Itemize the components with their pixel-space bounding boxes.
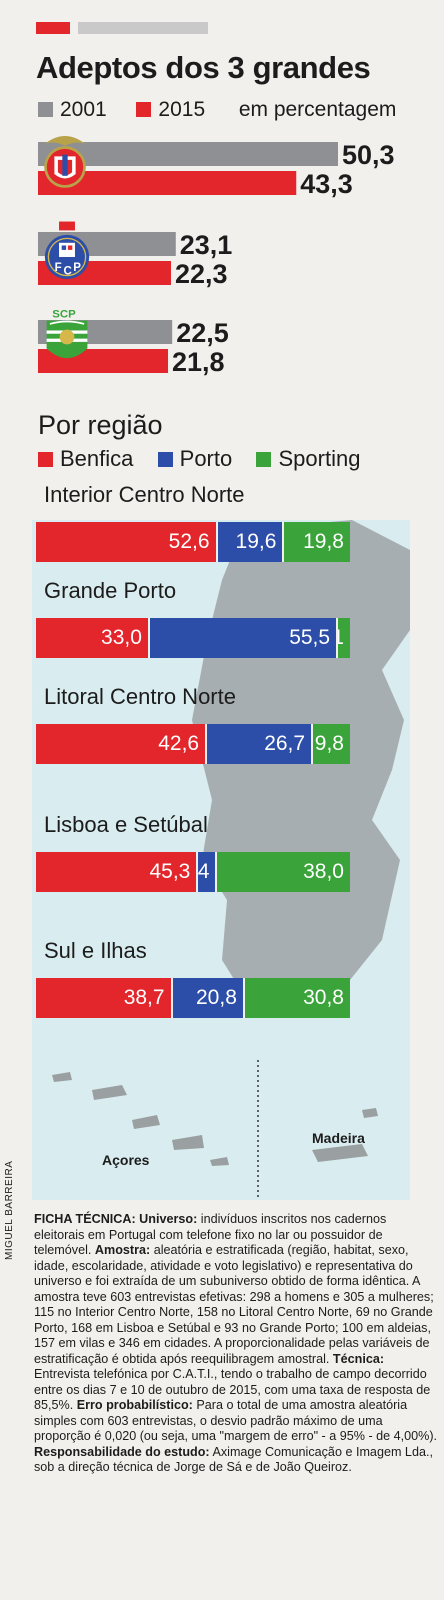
region-label: Sul e Ilhas	[44, 938, 147, 963]
region-stacked-bar: 52,6 19,6 19,8	[36, 522, 350, 562]
segment-porto: 19,6	[215, 522, 283, 562]
legend-sporting-swatch	[256, 452, 272, 467]
segment-benfica: 42,6	[36, 724, 206, 764]
segment-sporting: 19,8	[282, 522, 350, 562]
porto-crest-icon: F C P	[44, 221, 90, 280]
legend-2001-swatch	[38, 102, 53, 117]
legend-2015-swatch	[136, 102, 152, 117]
region-title: Por região	[38, 410, 163, 440]
fonte-heading: Responsabilidade do estudo:	[34, 1444, 210, 1459]
region-stacked-bar: 45,35,438,0	[36, 852, 350, 892]
svg-text:SCP: SCP	[52, 308, 76, 320]
legend-clubs: Benfica Porto Sporting	[38, 446, 360, 472]
segment-sporting: 38,0	[215, 852, 350, 892]
fonte-text: Aximage Comunicação e Imagem Lda., sob a…	[34, 1444, 433, 1475]
segment-benfica: 52,6	[36, 522, 216, 562]
value-label-porto-2015: 22,3	[175, 259, 228, 289]
segment-porto: 20,8	[170, 978, 243, 1018]
photo-credit: MIGUEL BARREIRA	[4, 1160, 15, 1260]
segment-porto: 55,5	[147, 618, 337, 658]
region-label: Litoral Centro Norte	[44, 684, 236, 709]
sporting-crest-icon: SCP	[46, 308, 88, 359]
legend-porto-swatch	[157, 452, 173, 467]
segment-sporting: 4,1	[336, 618, 350, 658]
technical-sheet: FICHA TÉCNICA: Universo: indivíduos insc…	[34, 1212, 438, 1476]
fonte-text: aleatória e estratificada (região, habit…	[34, 1243, 434, 1366]
benfica-crest-icon	[44, 135, 86, 188]
unit-note: em percentagem	[238, 98, 397, 121]
segment-benfica: 33,0	[36, 618, 148, 658]
segment-porto: 26,7	[205, 724, 312, 764]
legend-years: 2001 2015 em percentagem	[38, 98, 396, 122]
svg-text:F: F	[55, 262, 62, 274]
fonte-heading: Amostra:	[94, 1243, 151, 1257]
fonte-text: Entrevista telefónica por C.A.T.I., tend…	[34, 1367, 431, 1412]
value-label-sporting-2015: 21,8	[172, 347, 225, 377]
value-label-sporting-2001: 22,5	[176, 318, 229, 348]
fonte-heading: Erro probabilístico:	[76, 1398, 193, 1412]
segment-benfica: 38,7	[36, 978, 171, 1018]
svg-text:P: P	[73, 262, 81, 274]
region-stacked-bar: 42,6 26,7 9,8	[36, 724, 350, 764]
region-stacked-bar: 38,7 20,8 30,8	[36, 978, 350, 1018]
segment-sporting: 9,8	[311, 724, 350, 764]
region-stacked-bar: 33,055,54,1	[36, 618, 350, 658]
fonte-text: indivíduos inscritos nos cadernos eleito…	[34, 1212, 387, 1257]
map-label-acores: Açores	[102, 1152, 150, 1168]
region-label: Lisboa e Setúbal	[44, 812, 208, 837]
fonte-heading: FICHA TÉCNICA: Universo:	[34, 1212, 198, 1226]
legend-benfica-label: Benfica	[60, 446, 134, 471]
segment-benfica: 45,3	[36, 852, 197, 892]
legend-sporting-label: Sporting	[278, 446, 361, 471]
fonte-text: Para o total de uma amostra aleatória si…	[34, 1398, 438, 1443]
region-label: Interior Centro Norte	[44, 482, 245, 507]
value-label-porto-2001: 23,1	[180, 230, 233, 260]
legend-2015-label: 2015	[158, 98, 206, 121]
segment-sporting: 30,8	[242, 978, 350, 1018]
value-label-benfica-2001: 50,3	[342, 140, 395, 170]
region-label: Grande Porto	[44, 578, 177, 603]
segment-porto: 5,4	[196, 852, 216, 892]
top-accent-bar-gray	[78, 22, 208, 34]
legend-2001-label: 2001	[60, 98, 107, 121]
map-label-madeira: Madeira	[312, 1130, 365, 1146]
legend-porto-label: Porto	[179, 446, 233, 471]
svg-text:C: C	[63, 266, 71, 278]
legend-benfica-swatch	[38, 452, 53, 467]
value-label-benfica-2015: 43,3	[300, 169, 353, 199]
chart-title: Adeptos dos 3 grandes	[36, 50, 371, 85]
fonte-heading: Técnica:	[332, 1351, 385, 1366]
bar-benfica-2001	[38, 142, 338, 166]
top-accent-bar-red	[36, 22, 70, 34]
